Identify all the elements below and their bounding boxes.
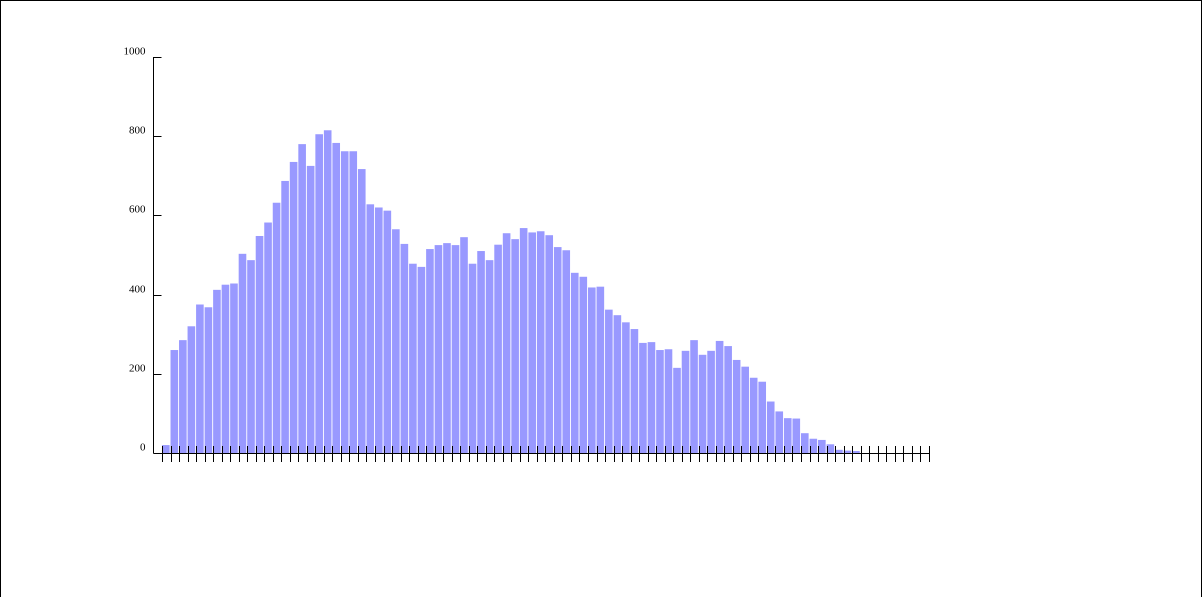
histogram-bar	[673, 367, 681, 453]
histogram-bar	[519, 228, 528, 453]
histogram-bar	[170, 350, 179, 453]
histogram-bar	[340, 151, 349, 453]
histogram-bar	[238, 253, 247, 453]
histogram-bar	[179, 340, 187, 453]
axes-group: 0 200 400 600 800 1000	[124, 46, 930, 462]
histogram-bar	[724, 346, 732, 453]
histogram-bar	[545, 235, 554, 453]
histogram-bar	[485, 260, 494, 453]
histogram-bar	[392, 229, 400, 453]
histogram-bar	[264, 222, 272, 453]
y-tick-label: 600	[129, 204, 146, 216]
histogram-bar	[707, 350, 715, 453]
y-tick-label: 0	[140, 442, 146, 454]
y-tick-label: 800	[129, 125, 146, 137]
histogram-bar	[434, 245, 443, 453]
histogram-bar	[826, 444, 835, 453]
histogram-bar	[383, 210, 392, 453]
histogram-bar	[375, 207, 383, 453]
histogram-bar	[835, 449, 843, 453]
histogram-bar	[298, 144, 306, 453]
histogram-bar	[272, 202, 281, 453]
histogram-bar	[187, 326, 196, 453]
histogram-bar	[357, 169, 366, 453]
histogram-bar	[732, 359, 741, 453]
y-tick-label: 400	[129, 284, 146, 296]
bars-group	[162, 130, 860, 453]
histogram-bar	[681, 350, 690, 453]
histogram-bar	[230, 283, 238, 453]
histogram-bar	[477, 251, 485, 453]
histogram-bar	[749, 377, 758, 453]
histogram-bar	[204, 307, 213, 453]
histogram-bar	[536, 231, 545, 453]
histogram-bar	[494, 244, 502, 453]
histogram-bar	[553, 247, 562, 453]
histogram-bar	[332, 142, 341, 453]
histogram-bar	[323, 130, 332, 453]
histogram-bar	[656, 350, 664, 453]
histogram-bar	[783, 418, 792, 453]
histogram-bar	[451, 245, 460, 453]
histogram-bar	[741, 366, 749, 453]
histogram-bar	[690, 340, 698, 453]
histogram-bar	[801, 433, 809, 453]
histogram-bar	[502, 233, 511, 453]
histogram-bar	[306, 165, 315, 453]
y-tick-label: 200	[129, 363, 146, 375]
histogram-bar	[622, 322, 630, 453]
histogram-bar	[579, 276, 588, 453]
histogram-bar	[255, 235, 264, 453]
histogram-bar	[758, 381, 767, 453]
histogram-bar	[562, 250, 571, 453]
histogram-bar	[196, 304, 204, 453]
histogram-bar	[426, 249, 434, 453]
histogram-bar	[213, 289, 221, 453]
histogram-bar	[792, 418, 801, 453]
histogram-bar	[818, 439, 826, 453]
histogram-bar	[613, 315, 622, 453]
y-tick-label: 1000	[124, 46, 147, 58]
histogram-bar	[409, 263, 417, 453]
histogram-bar	[247, 260, 255, 453]
histogram-bar	[443, 243, 451, 453]
histogram-bar	[775, 411, 784, 453]
histogram-bar	[528, 232, 536, 453]
histogram-bar	[460, 237, 468, 453]
histogram-bar	[289, 161, 298, 453]
histogram-bar	[315, 134, 323, 453]
histogram-bar	[468, 263, 477, 453]
histogram-bar	[647, 342, 656, 453]
histogram-bar	[349, 151, 358, 453]
histogram-bar	[162, 445, 170, 453]
histogram-bar	[511, 239, 519, 453]
histogram-bar	[630, 329, 639, 453]
histogram-bar	[809, 438, 818, 453]
histogram-bar	[570, 272, 579, 453]
histogram-bar	[400, 243, 409, 453]
histogram-bar	[766, 401, 775, 453]
histogram-bar	[664, 349, 673, 453]
histogram-bar	[852, 451, 860, 453]
histogram-bar	[715, 340, 724, 453]
histogram-bar	[698, 354, 707, 453]
histogram-bar	[281, 180, 289, 453]
histogram-bar	[605, 309, 613, 453]
histogram-bar	[417, 266, 426, 453]
histogram-bar	[596, 286, 605, 453]
histogram-bar	[639, 342, 647, 453]
histogram-bar	[588, 287, 596, 453]
histogram-bar	[221, 284, 230, 453]
histogram-bar	[843, 450, 852, 453]
histogram-bar	[366, 204, 375, 453]
